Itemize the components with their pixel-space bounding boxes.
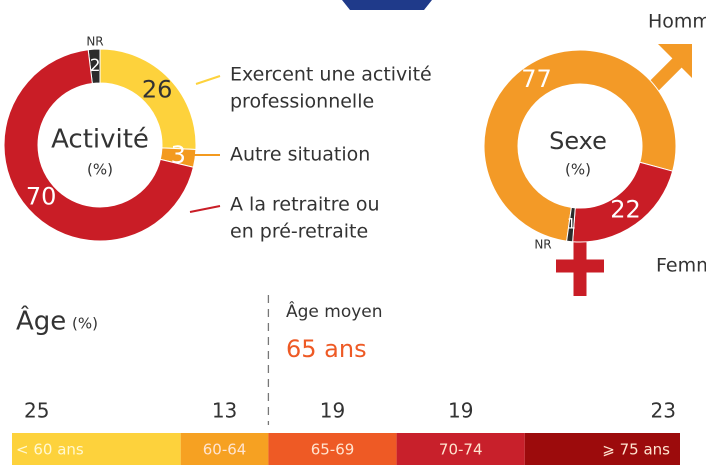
slice-value: 1: [567, 217, 576, 233]
bar-segment: [12, 433, 181, 465]
segment-label: 60-64: [203, 441, 247, 459]
segment-value: 13: [212, 399, 237, 423]
legend-connector: [195, 75, 221, 85]
slice-value: 3: [171, 141, 186, 169]
legend-label: professionnelle: [230, 91, 374, 113]
annotation-label: Âge moyen: [286, 300, 383, 322]
annotation-value: 65 ans: [286, 335, 367, 363]
bar-segment: [268, 433, 397, 465]
legend-label: A la retraitre ou: [230, 194, 380, 216]
bar-segment: [524, 433, 680, 465]
donut-slice: [3, 49, 194, 242]
donut-title: Sexe: [549, 127, 607, 155]
segment-value: 23: [651, 399, 676, 423]
female-symbol: [556, 238, 604, 296]
donut-slice: [483, 49, 677, 242]
legend-label: Hommes: [648, 11, 706, 33]
legend-label: Autre situation: [230, 144, 370, 166]
segment-value: 19: [320, 399, 345, 423]
donut-title: Activité: [51, 125, 149, 155]
slice-value: 22: [610, 196, 641, 224]
donut-subtitle: (%): [87, 161, 113, 179]
slice-value: 26: [142, 75, 173, 103]
legend-label: en pré-retraite: [230, 221, 368, 243]
legend-label: Femmes: [656, 255, 706, 277]
segment-label: 70-74: [439, 441, 483, 459]
donut-slice: [566, 206, 576, 243]
segment-label: 65-69: [311, 441, 355, 459]
bar-segment: [396, 433, 525, 465]
legend-label: Exercent une activité: [230, 64, 432, 86]
legend-label: NR: [534, 238, 551, 252]
bar-segment: [180, 433, 269, 465]
bar-subtitle: (%): [72, 315, 98, 333]
segment-value: 25: [24, 399, 49, 423]
donut-subtitle: (%): [565, 161, 591, 179]
slice-value: 2: [90, 56, 101, 76]
slice-value: 70: [26, 183, 57, 211]
logo-fragment: [342, 0, 432, 10]
slice-value: 77: [521, 65, 552, 93]
bar-title: Âge: [16, 305, 66, 337]
segment-label: ⩾ 75 ans: [602, 441, 670, 459]
legend-label: NR: [86, 35, 103, 49]
segment-value: 19: [448, 399, 473, 423]
legend-connector: [189, 205, 221, 213]
segment-label: < 60 ans: [16, 441, 84, 459]
